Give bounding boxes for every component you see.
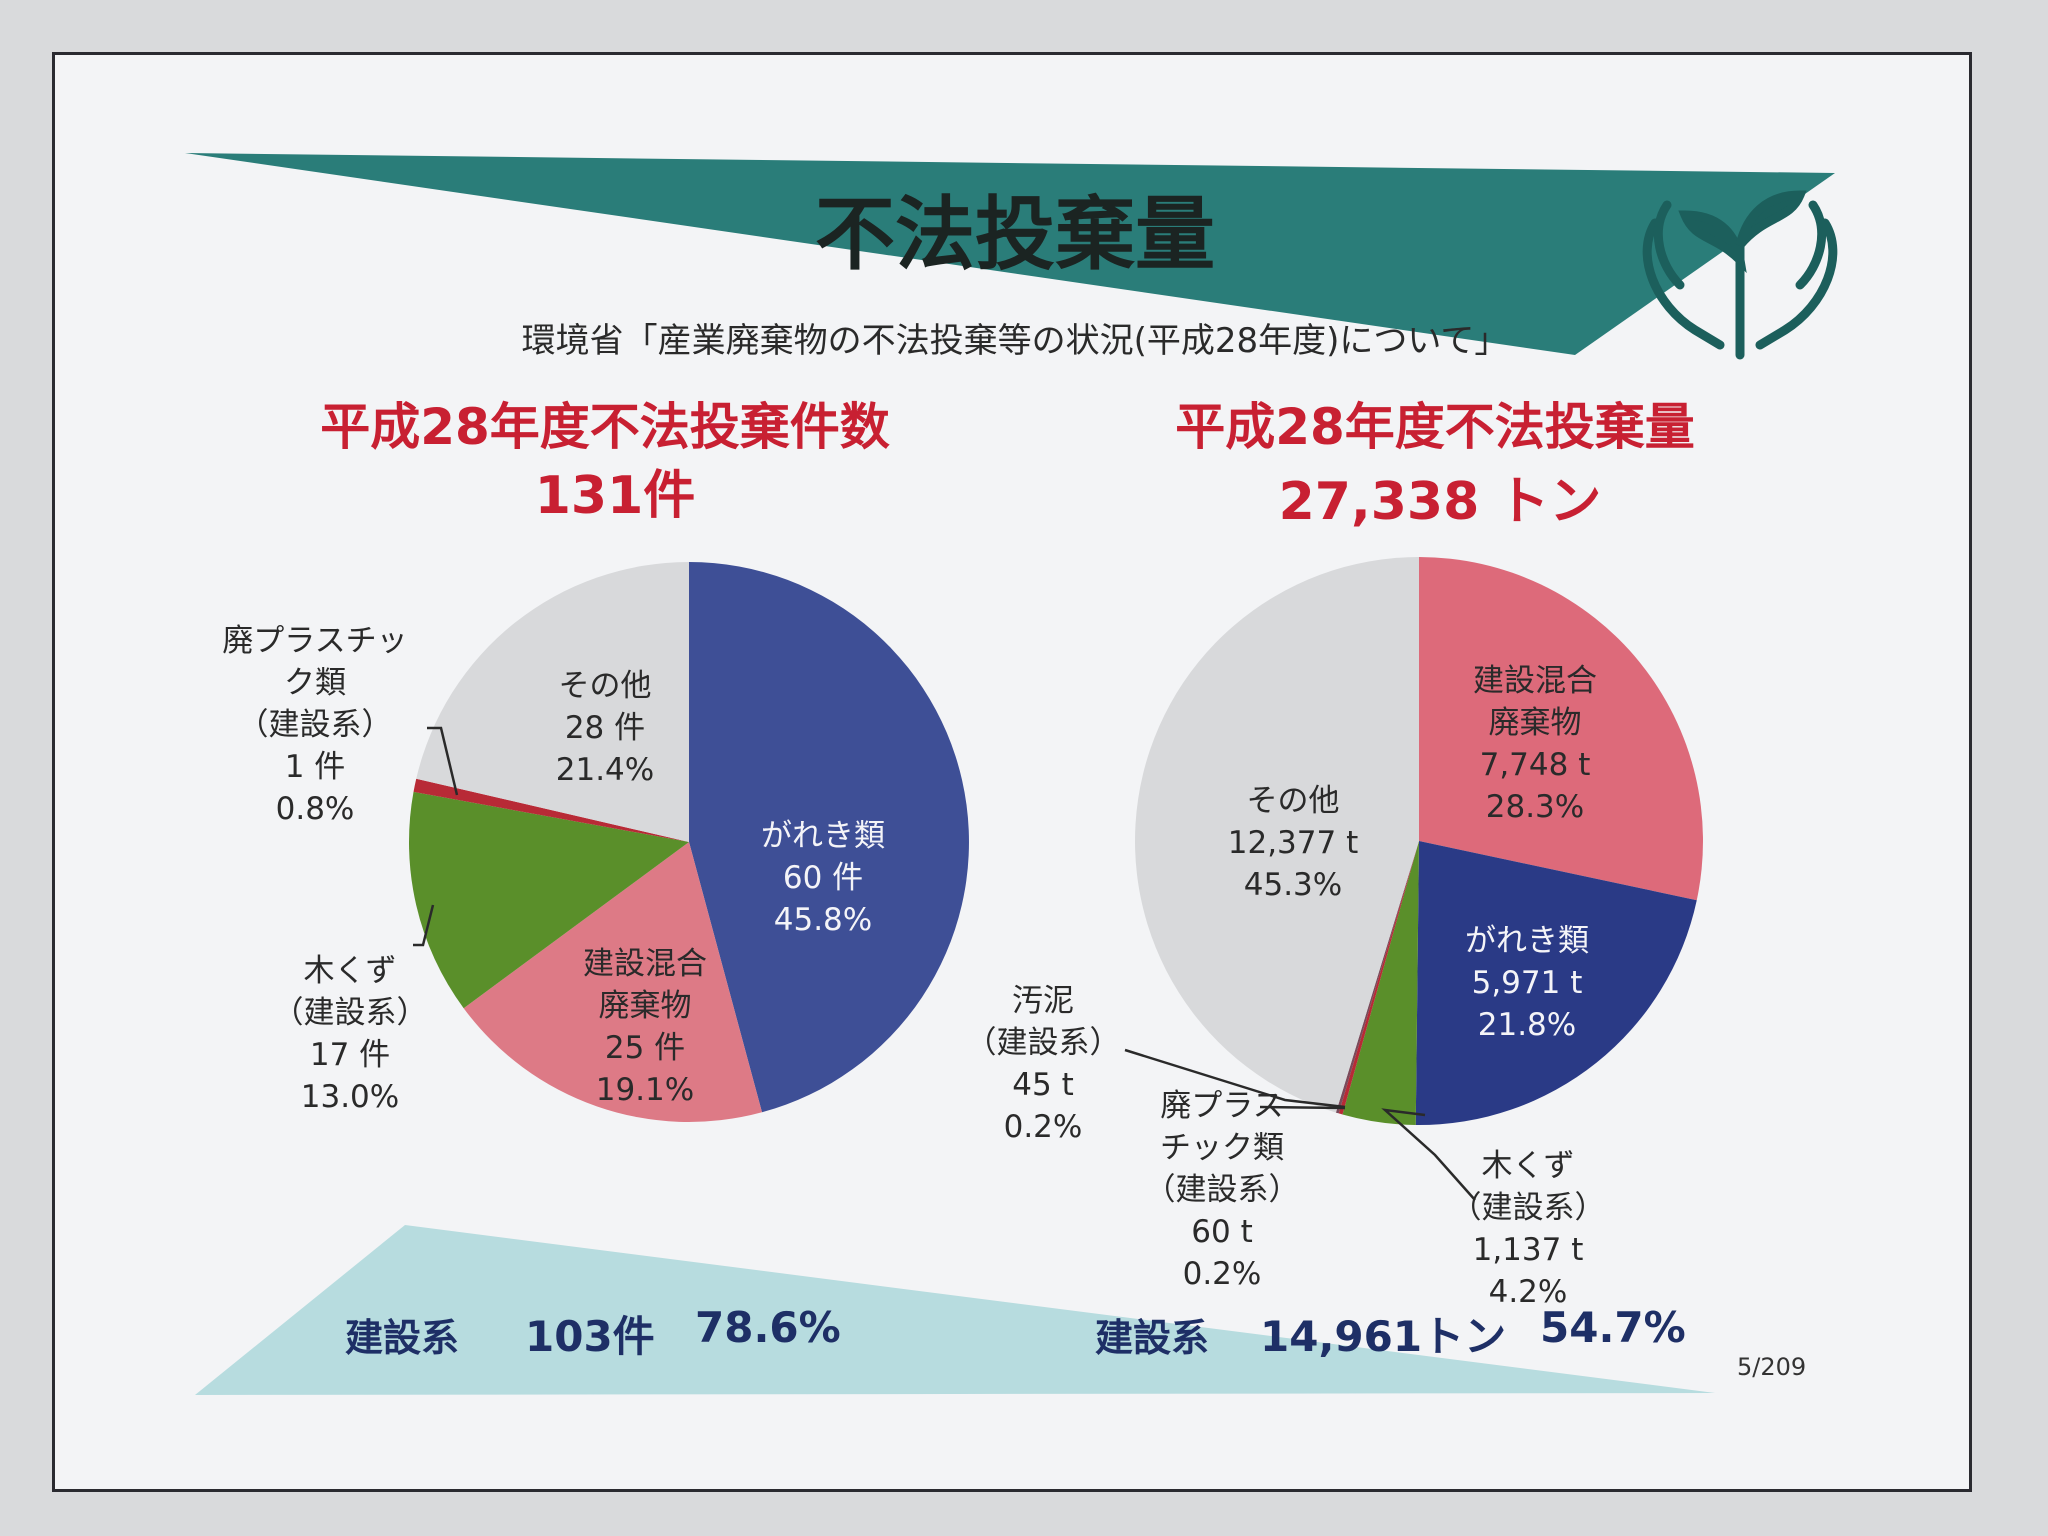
- pie2-slice-plastic: [1338, 841, 1419, 1115]
- pie2-label-plastic-line-5: 0.2%: [1182, 1256, 1262, 1292]
- pie2-label-wood-line-2: （建設系）: [1450, 1190, 1606, 1226]
- left-chart-subtitle: 131件: [534, 466, 696, 526]
- right-chart-title: 平成28年度不法投棄量: [1175, 398, 1695, 456]
- right-chart-subtitle: 27,338 トン: [1278, 472, 1602, 532]
- left-chart-title: 平成28年度不法投棄件数: [320, 398, 890, 456]
- eco-hands-icon: [1642, 190, 1838, 360]
- pie1-label-mixed-line-1: 建設混合: [583, 946, 707, 982]
- pie2-label-sludge: 汚泥 （建設系） 45 t 0.2%: [966, 980, 1121, 1148]
- leader-line-wood-left: [413, 904, 435, 947]
- pie2-label-plastic-line-3: （建設系）: [1144, 1172, 1300, 1208]
- pie1-label-plastic: 廃プラスチッ ク類 （建設系） 1 件 0.8%: [222, 620, 407, 830]
- pie2-label-mixed-line-3: 7,748 t: [1479, 747, 1591, 783]
- pie2-slice-sludge: [1335, 841, 1419, 1114]
- pie1-label-other-line-1: その他: [558, 668, 652, 704]
- pie2-label-mixed-line-2: 廃棄物: [1488, 705, 1582, 741]
- pie1-label-wood: 木くず （建設系） 17 件 13.0%: [273, 950, 428, 1118]
- pie1-slice-plastic: [413, 778, 689, 842]
- pie2-slice-mixed: [1419, 557, 1703, 901]
- leader-line-plastic-right: [1259, 1105, 1346, 1110]
- footer-left-count: 103件: [525, 1312, 655, 1361]
- pie1-label-other: その他 28 件 21.4%: [556, 665, 654, 791]
- pie1-label-wood-line-1: 木くず: [303, 953, 397, 989]
- pie1-label-rubble-line-1: がれき類: [761, 818, 885, 854]
- footer-left-label: 建設系: [345, 1316, 460, 1360]
- pie2-label-rubble-line-1: がれき類: [1465, 923, 1589, 959]
- leader-line-wood-right: [1381, 1108, 1476, 1201]
- pie2-label-other-line-1: その他: [1246, 783, 1340, 819]
- pie1-label-plastic-line-3: （建設系）: [237, 707, 393, 743]
- pie2-label-plastic-line-1: 廃プラス: [1160, 1088, 1284, 1124]
- source-citation: 環境省「産業廃棄物の不法投棄等の状況(平成28年度)について」: [521, 321, 1509, 361]
- pie1-label-plastic-line-5: 0.8%: [275, 791, 355, 827]
- pie2-label-rubble-line-2: 5,971 t: [1471, 965, 1583, 1001]
- pie1-slice-other: [416, 562, 689, 842]
- pie2-slice-wood: [1342, 841, 1419, 1125]
- pie2-slice-rubble: [1415, 841, 1697, 1125]
- pie2-label-rubble-line-3: 21.8%: [1477, 1007, 1577, 1043]
- pie1-label-mixed: 建設混合廃棄物 25 件 19.1%: [583, 943, 707, 1111]
- pie1-slice-mixed: [463, 842, 763, 1122]
- pie1-label-mixed-line-3: 25 件: [604, 1030, 686, 1066]
- pie2-label-mixed-line-1: 建設混合: [1473, 663, 1597, 699]
- slide: 不法投棄量 環境省「産業廃棄物の不法投棄等の状況(平成28年度)について」 平成…: [52, 52, 1972, 1492]
- pie2-label-rubble: がれき類 5,971 t 21.8%: [1465, 920, 1589, 1046]
- pie2-label-wood-line-4: 4.2%: [1488, 1274, 1568, 1310]
- page-number: 5/209: [1737, 1353, 1807, 1381]
- pie2-label-wood-line-3: 1,137 t: [1472, 1232, 1584, 1268]
- pie1-label-mixed-line-4: 19.1%: [595, 1072, 695, 1108]
- pie1-label-wood-line-3: 17 件: [309, 1037, 391, 1073]
- pie1-label-other-line-3: 21.4%: [555, 752, 655, 788]
- pie2-label-sludge-line-1: 汚泥: [1012, 983, 1074, 1019]
- leader-line-plastic-left: [427, 726, 459, 796]
- footer-right-label: 建設系: [1095, 1316, 1210, 1360]
- pie2-label-mixed-line-4: 28.3%: [1485, 789, 1585, 825]
- pie2-label-other: その他 12,377 t 45.3%: [1228, 780, 1358, 906]
- pie2-label-sludge-line-4: 0.2%: [1003, 1109, 1083, 1145]
- pie1-label-rubble: がれき類 60 件 45.8%: [761, 815, 885, 941]
- pie2-label-plastic-line-2: チック類: [1160, 1130, 1284, 1166]
- footer-banner: [195, 1225, 1715, 1395]
- pie2-label-other-line-2: 12,377 t: [1227, 825, 1359, 861]
- pie2-label-mixed: 建設混合廃棄物 7,748 t 28.3%: [1473, 660, 1597, 828]
- page-title: 不法投棄量: [815, 188, 1215, 281]
- leader-line-sludge: [1124, 1048, 1346, 1109]
- pie2-label-sludge-line-3: 45 t: [1012, 1067, 1074, 1103]
- pie1-label-rubble-line-2: 60 件: [782, 860, 864, 896]
- pie2-slice-other: [1135, 557, 1419, 1113]
- footer-right-amount: 14,961トン: [1260, 1312, 1507, 1361]
- title-banner: [185, 153, 1835, 355]
- pie1-label-other-line-2: 28 件: [564, 710, 646, 746]
- pie1-label-mixed-line-2: 廃棄物: [598, 988, 692, 1024]
- pie2-label-plastic: 廃プラスチック類 （建設系） 60 t 0.2%: [1145, 1085, 1300, 1295]
- pie1-slice-wood: [409, 791, 689, 1009]
- pie2-label-plastic-line-4: 60 t: [1191, 1214, 1253, 1250]
- pie1-slice-rubble: [689, 562, 969, 1113]
- pie1-label-wood-line-2: （建設系）: [272, 995, 428, 1031]
- pie1-label-plastic-line-4: 1 件: [284, 749, 346, 785]
- pie1-label-plastic-line-2: ク類: [283, 665, 346, 701]
- footer-right-percent: 54.7%: [1540, 1303, 1686, 1352]
- pie2-label-other-line-3: 45.3%: [1243, 867, 1343, 903]
- footer-left-percent: 78.6%: [695, 1303, 841, 1352]
- pie1-label-wood-line-4: 13.0%: [300, 1079, 400, 1115]
- pie1-label-rubble-line-3: 45.8%: [773, 902, 873, 938]
- pie2-label-wood: 木くず （建設系） 1,137 t 4.2%: [1451, 1145, 1606, 1313]
- pie2-label-wood-line-1: 木くず: [1481, 1148, 1575, 1184]
- pie1-label-plastic-line-1: 廃プラスチッ: [222, 623, 408, 659]
- slide-background: [185, 153, 1838, 1395]
- pie2-label-sludge-line-2: （建設系）: [965, 1025, 1121, 1061]
